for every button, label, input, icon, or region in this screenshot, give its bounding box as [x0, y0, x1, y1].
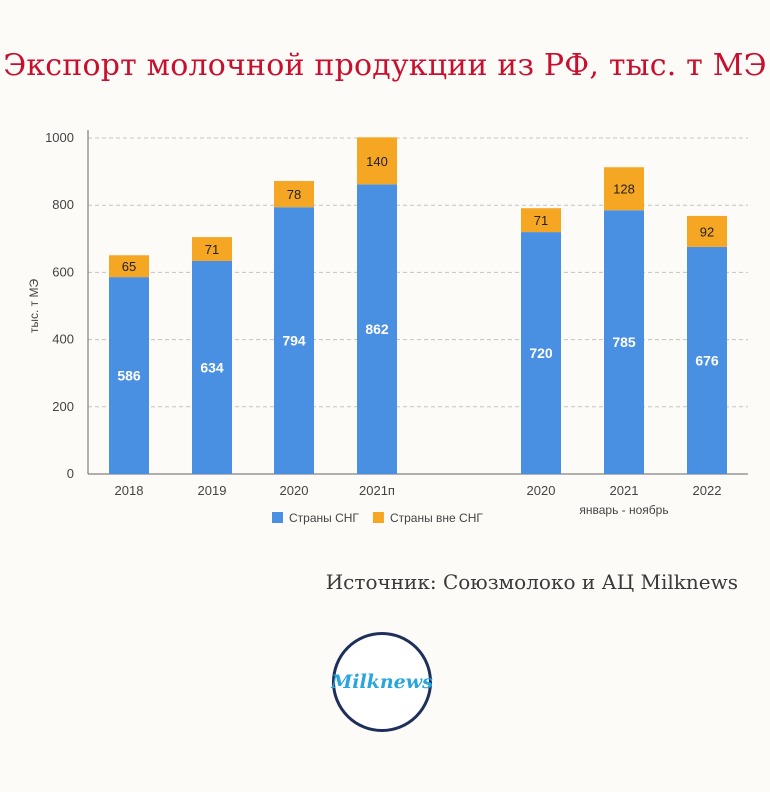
bar-cis: [274, 207, 314, 474]
y-tick-label: 200: [52, 399, 74, 414]
data-label-cis: 676: [695, 352, 719, 368]
y-tick-label: 600: [52, 264, 74, 279]
x-tick-label: 2020: [527, 483, 556, 498]
data-label-non-cis: 71: [534, 213, 548, 228]
stacked-bar-chart: 0 200 400 600 800 1000 тыс. т МЭ 586 65 2018 634 71…: [27, 130, 748, 525]
data-label-cis: 785: [612, 334, 636, 350]
data-label-non-cis: 71: [205, 242, 219, 257]
legend-swatch-cis: [272, 512, 283, 523]
y-tick-label: 400: [52, 332, 74, 347]
data-label-cis: 634: [200, 359, 224, 375]
x-tick-label: 2021: [610, 483, 639, 498]
bar-cis: [687, 246, 727, 474]
bar-non-cis: [357, 137, 397, 185]
data-label-cis: 862: [365, 321, 389, 337]
y-tick-label: 1000: [45, 130, 74, 145]
bar-non-cis: [109, 255, 149, 278]
group-label: январь - ноябрь: [579, 503, 668, 517]
bar-cis: [604, 210, 644, 475]
y-tick-label: 800: [52, 197, 74, 212]
legend-label-cis: Страны СНГ: [289, 511, 359, 525]
chart-title: Экспорт молочной продукции из РФ, тыс. т…: [3, 48, 767, 83]
legend-swatch-non-cis: [372, 512, 384, 523]
bar-non-cis: [604, 167, 644, 211]
data-label-non-cis: 140: [366, 154, 388, 169]
bar-cis: [109, 277, 149, 474]
data-label-non-cis: 128: [613, 182, 635, 197]
bar-non-cis: [521, 208, 561, 233]
legend-label-non-cis: Страны вне СНГ: [390, 511, 483, 525]
data-label-non-cis: 65: [122, 259, 136, 274]
y-tick-label: 0: [67, 466, 74, 481]
data-label-cis: 586: [117, 368, 141, 384]
bar-cis: [192, 260, 232, 474]
bar-non-cis: [274, 181, 314, 208]
y-axis-label: тыс. т МЭ: [27, 279, 41, 334]
data-label-cis: 794: [282, 333, 306, 349]
data-label-non-cis: 78: [287, 187, 301, 202]
logo-text: Milknews: [331, 671, 433, 693]
bar-cis: [357, 184, 397, 475]
x-tick-label: 2019: [198, 483, 227, 498]
x-tick-label: 2021п: [359, 483, 395, 498]
bar-cis: [521, 232, 561, 474]
data-label-non-cis: 92: [700, 224, 714, 239]
data-label-cis: 720: [529, 345, 553, 361]
x-tick-label: 2020: [280, 483, 309, 498]
bar-non-cis: [687, 215, 727, 247]
bar-non-cis: [192, 237, 232, 261]
x-tick-label: 2018: [115, 483, 144, 498]
milknews-logo: Milknews: [331, 632, 433, 732]
source-note: Источник: Союзмолоко и АЦ Milknews: [325, 570, 738, 594]
x-tick-label: 2022: [693, 483, 722, 498]
